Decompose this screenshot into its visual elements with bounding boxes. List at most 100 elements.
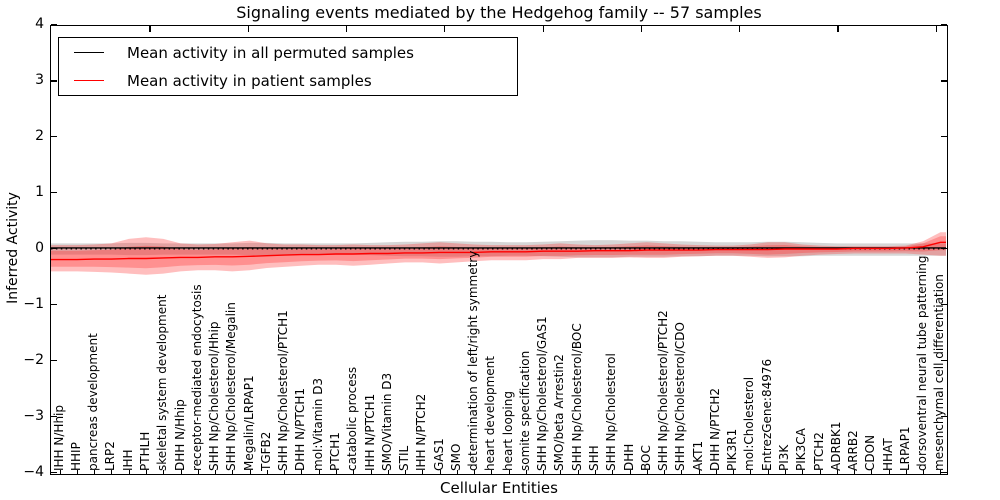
y-tick-left [51, 415, 57, 417]
chart-title: Signaling events mediated by the Hedgeho… [236, 3, 762, 22]
x-category-label: PTHLH [138, 431, 152, 471]
legend-line-swatch [74, 52, 104, 53]
x-tick-bottom [784, 470, 786, 474]
y-tick-label: −4 [23, 463, 44, 480]
x-category-label: HHAT [880, 438, 895, 471]
x-tick-bottom [128, 470, 130, 474]
x-tick-bottom [612, 470, 614, 474]
series-band-1 [51, 232, 946, 275]
x-tick-bottom [854, 470, 855, 474]
chart-canvas [51, 232, 946, 275]
x-category-label: DHH N/Hhip [172, 399, 187, 471]
x-category-label: SHH Np/Cholesterol/PTCH1 [276, 310, 291, 471]
x-tick-bottom [819, 470, 821, 474]
legend-label: Mean activity in patient samples [127, 71, 372, 90]
x-category-label: ADRBK1 [828, 421, 843, 471]
x-tick-bottom [249, 470, 251, 474]
x-category-label: PIK3CA [794, 428, 809, 471]
x-category-label: SHH Np/Cholesterol/PTCH2 [656, 310, 671, 471]
x-tick-bottom [629, 470, 631, 474]
x-category-label: ARRB2 [846, 430, 860, 471]
y-tick-right [941, 248, 947, 250]
x-tick-bottom [733, 470, 735, 474]
x-category-label: LRP2 [103, 441, 118, 471]
x-category-label: PI3K [776, 444, 791, 471]
x-tick-bottom [681, 470, 683, 474]
x-tick-bottom [318, 470, 320, 474]
x-category-label: SHH [587, 445, 601, 471]
x-tick-bottom [232, 470, 234, 474]
x-tick-bottom [439, 470, 441, 474]
x-tick-bottom [715, 470, 717, 474]
x-category-label: heart looping [500, 391, 515, 471]
x-tick-top [739, 26, 741, 32]
x-tick-bottom [543, 470, 545, 474]
x-tick-top [444, 26, 446, 32]
x-tick-bottom [111, 470, 113, 474]
x-category-label: Megalin/LRPAP1 [241, 375, 256, 471]
x-category-label: skeletal system development [155, 294, 170, 471]
x-tick-bottom [888, 470, 890, 474]
x-category-label: catabolic process [345, 366, 360, 471]
y-tick-left [51, 359, 57, 362]
x-tick-bottom [59, 470, 61, 474]
x-tick-bottom [335, 470, 337, 474]
x-tick-bottom [577, 470, 579, 474]
legend-line-swatch [74, 80, 104, 81]
x-tick-top [345, 26, 348, 32]
x-tick-bottom [266, 470, 268, 474]
x-category-label: mesenchymal cell differentiation [932, 274, 947, 471]
x-tick-bottom [508, 470, 510, 474]
x-category-label: dorsoventral neural tube patterning [915, 255, 930, 471]
legend-entry: Mean activity in all permuted samples [59, 41, 517, 65]
y-tick-label: 4 [35, 16, 44, 33]
x-category-label: IHH N/Hhip [51, 405, 66, 471]
x-category-label: mol:Cholesterol [742, 376, 757, 471]
x-category-label: LRPAP1 [897, 426, 912, 471]
x-category-label: STIL [397, 445, 411, 471]
x-tick-bottom [664, 470, 666, 474]
x-category-label: HHIP [68, 442, 83, 471]
x-category-label: IHH N/PTCH1 [362, 393, 377, 471]
x-tick-bottom [422, 470, 424, 474]
x-category-label: heart development [483, 356, 498, 471]
x-category-label: IHH N/PTCH2 [414, 393, 429, 471]
x-tick-bottom [163, 470, 165, 474]
y-tick-right [941, 192, 947, 194]
x-category-label: determination of left/right symmetry [466, 250, 481, 471]
x-tick-bottom [767, 470, 769, 474]
x-category-label: PTCH2 [811, 432, 826, 471]
legend-label: Mean activity in all permuted samples [127, 43, 414, 62]
x-tick-bottom [94, 470, 96, 474]
x-category-label: SMO [448, 443, 463, 471]
x-category-label: PIK3R1 [725, 428, 740, 471]
x-category-label: mol:Vitamin D3 [310, 377, 325, 471]
x-category-label: EntrezGene:84976 [759, 358, 774, 471]
x-category-label: DHH [621, 443, 636, 471]
plot-area [50, 24, 948, 475]
x-tick-top [542, 26, 544, 32]
x-category-label: receptor-mediated endocytosis [189, 284, 204, 471]
x-category-label: BOC [638, 445, 653, 471]
x-tick-bottom [698, 470, 700, 474]
x-category-label: TGFB2 [258, 431, 273, 471]
x-tick-top [837, 26, 839, 32]
x-category-label: DHH N/PTCH2 [707, 387, 722, 471]
x-tick-bottom [215, 470, 217, 474]
x-axis-label: Cellular Entities [440, 479, 558, 497]
y-tick-left [51, 471, 57, 473]
x-tick-top [247, 26, 249, 32]
x-category-label: DHH N/PTCH1 [293, 387, 308, 471]
x-category-label: SHH Np/Cholesterol/GAS1 [535, 316, 550, 471]
y-tick-right [941, 136, 947, 138]
x-tick-bottom [595, 470, 596, 474]
y-tick-label: 2 [35, 128, 44, 145]
x-category-label: SHH Np/Cholesterol/BOC [569, 323, 584, 471]
x-category-label: SHH Np/Cholesterol/Megalin [224, 302, 239, 471]
series-band-0 [51, 240, 946, 258]
x-tick-top [640, 26, 643, 32]
y-tick-left [51, 136, 57, 138]
y-tick-right [941, 303, 947, 306]
x-tick-bottom [750, 470, 752, 474]
y-tick-left [51, 303, 57, 306]
